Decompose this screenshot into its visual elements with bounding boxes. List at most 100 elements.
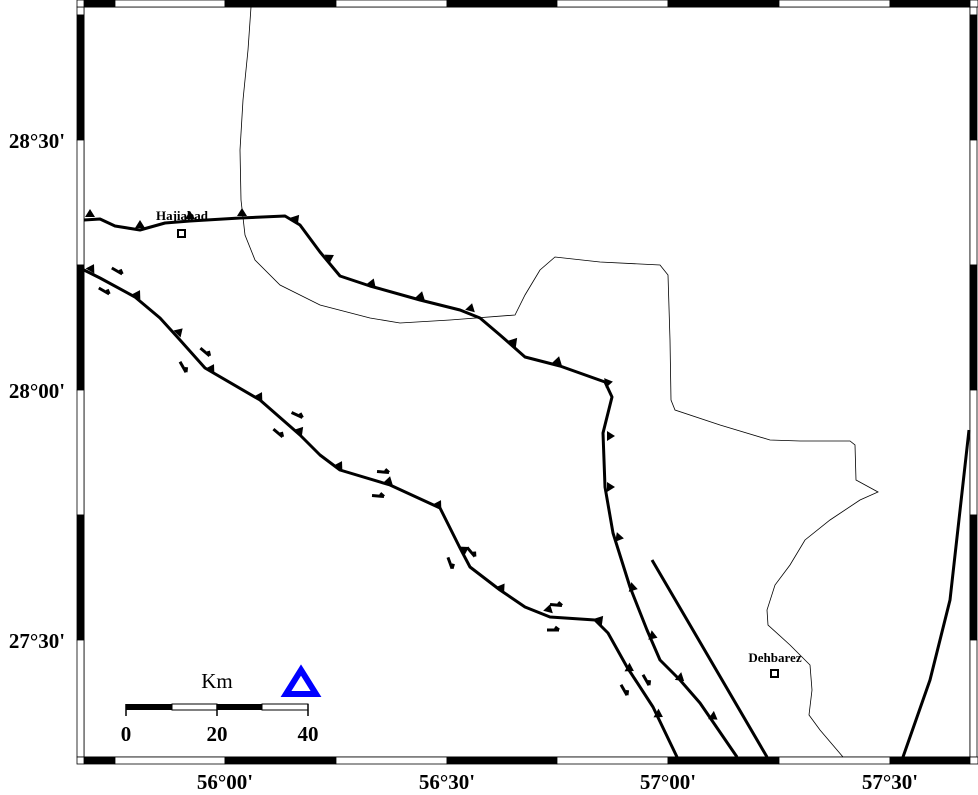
frame-segment (556, 756, 669, 765)
frame-segment (76, 139, 85, 266)
frame-segment (76, 514, 85, 641)
thrust-tooth (653, 708, 663, 718)
thrust-tooth (604, 378, 613, 388)
town-marker-hajiabad (177, 229, 186, 238)
thrust-tooth (432, 500, 442, 510)
scale-label-20: 20 (207, 722, 228, 746)
frame-segment (667, 756, 780, 765)
thrust-tooth (415, 291, 425, 301)
scale-unit-label: Km (201, 669, 233, 693)
lon-label-56-30: 56°30' (419, 770, 475, 794)
thrust-teeth (85, 208, 718, 720)
frame-segment (335, 0, 448, 8)
thrust-tooth (465, 303, 475, 313)
frame-segment (778, 0, 891, 8)
town-marker-dehbarez (770, 669, 779, 678)
thrust-fault-south (83, 268, 679, 758)
map-area (83, 6, 971, 758)
thrust-tooth (366, 278, 376, 288)
thrust-tooth (628, 582, 638, 592)
frame-segment (969, 139, 978, 266)
frame-segment (335, 756, 448, 765)
frame-segment (556, 0, 669, 8)
thrust-tooth (495, 583, 505, 593)
thrust-tooth (253, 392, 263, 402)
strike-slip-arrow-icon (371, 492, 385, 499)
thrust-tooth (607, 482, 615, 492)
strike-slip-arrow-icon (290, 411, 304, 419)
boundary-line (239, 6, 879, 758)
fault-line-right (901, 429, 971, 758)
frame-segment (83, 0, 116, 8)
frame-segment (76, 6, 85, 16)
frame-segment (969, 389, 978, 516)
scale-label-0: 0 (121, 722, 132, 746)
thrust-tooth (674, 672, 685, 682)
frame-segment (76, 389, 85, 516)
strike-slip-arrow-icon (465, 546, 477, 558)
frame-segment (83, 756, 116, 765)
thrust-tooth (615, 532, 624, 542)
lat-label-28-30: 28°30' (9, 129, 65, 153)
frame-segment (778, 756, 891, 765)
strike-slip-arrow-icon (98, 286, 111, 296)
thrust-tooth (85, 264, 95, 274)
lon-label-57-30: 57°30' (862, 770, 918, 794)
frame-segment (889, 756, 971, 765)
thrust-tooth (173, 328, 183, 338)
frame-segment (889, 0, 971, 8)
frame-segment (224, 0, 337, 8)
strike-slip-arrow-icon (272, 427, 285, 439)
lon-label-56-00: 56°00' (197, 770, 253, 794)
thrust-tooth (205, 364, 215, 374)
place-label-hajiabad: Hajiabad (156, 208, 209, 223)
thrust-tooth (594, 615, 604, 626)
triangle-symbol-icon (280, 664, 322, 697)
frame-segment (969, 6, 978, 16)
strike-slip-arrow-icon (549, 601, 563, 608)
scale-bar: Km 0 20 40 (121, 669, 319, 746)
strike-slip-arrow-icon (199, 346, 212, 358)
thrust-tooth (324, 254, 334, 264)
frame-segment (969, 639, 978, 758)
strike-slip-arrow-icon (619, 684, 630, 696)
strike-slip-arrow-icon (446, 556, 455, 570)
frame-segment (114, 0, 226, 8)
place-label-dehbarez: Dehbarez (748, 650, 801, 665)
frame-segment (224, 756, 337, 765)
thrust-tooth (135, 220, 145, 228)
thrust-tooth (552, 356, 562, 366)
frame-segment (76, 14, 85, 141)
frame-segment (969, 514, 978, 641)
strike-slip-arrow-icon (178, 361, 189, 373)
faults (83, 214, 971, 758)
strike-slip-arrow-icon (641, 674, 652, 686)
map-frame (76, 0, 978, 765)
lat-label-27-30: 27°30' (9, 629, 65, 653)
thrust-tooth (294, 426, 304, 437)
frame-segment (76, 639, 85, 758)
scale-label-40: 40 (298, 722, 319, 746)
frame-segment (114, 756, 226, 765)
lat-label-28-00: 28°00' (9, 379, 65, 403)
frame-segment (76, 264, 85, 391)
thrust-tooth (648, 630, 658, 640)
thrust-tooth (624, 662, 634, 672)
lon-label-57-00: 57°00' (640, 770, 696, 794)
strike-slip-arrow-icon (111, 266, 124, 276)
thrust-tooth (508, 337, 518, 348)
frame-segment (969, 14, 978, 141)
thrust-tooth (185, 211, 195, 219)
thrust-tooth (383, 476, 393, 486)
thrust-tooth (333, 461, 343, 471)
thrust-fault-north (83, 214, 739, 758)
thrust-tooth (85, 209, 95, 217)
thrust-tooth (607, 431, 615, 441)
strike-slip-arrow-icon (547, 625, 560, 632)
thrust-tooth (708, 710, 718, 720)
frame-segment (446, 0, 558, 8)
frame-segment (969, 264, 978, 391)
frame-segment (667, 0, 780, 8)
